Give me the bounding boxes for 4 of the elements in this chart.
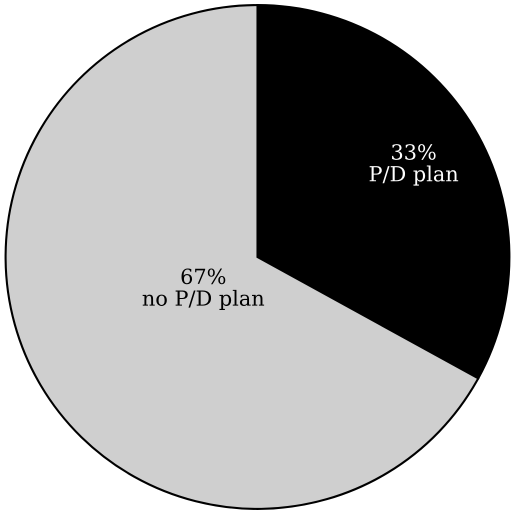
data-label: 67%	[182, 268, 226, 284]
data-label: 33%	[392, 144, 436, 160]
slice-label: P/D plan	[370, 165, 458, 186]
slice-label: no P/D plan	[142, 290, 264, 310]
